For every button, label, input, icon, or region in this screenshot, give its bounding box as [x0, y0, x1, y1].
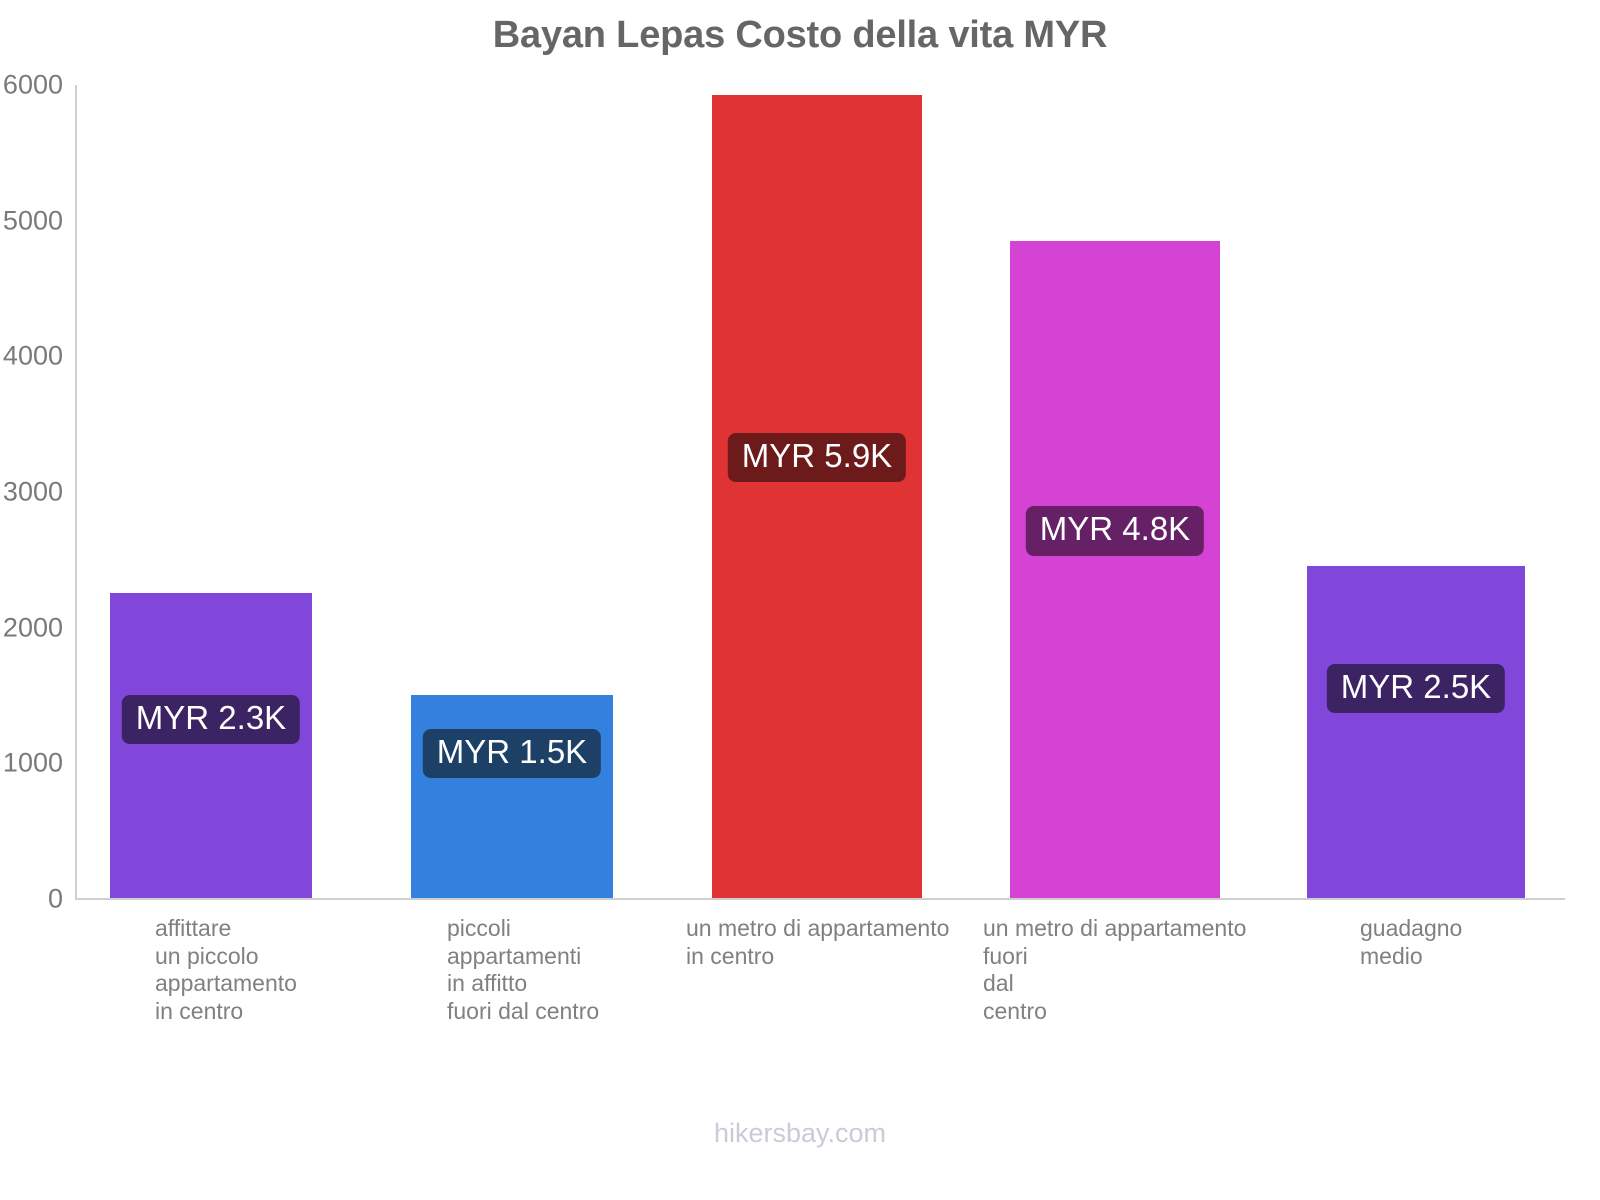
y-tick-1000: 1000 — [2, 747, 63, 778]
bar-affittare-un-piccolo-appartamento-in-centro[interactable]: MYR 2.3K — [110, 592, 312, 898]
bar-series: MYR 2.3K MYR 1.5K MYR 5.9K MYR 4.8K — [75, 85, 1565, 899]
bar-value-label-3: MYR 5.9K — [727, 432, 907, 483]
x-label-1: affittare un piccolo appartamento in cen… — [155, 915, 297, 1024]
bar-value-label-1: MYR 2.3K — [121, 694, 301, 745]
x-label-5: guadagno medio — [1360, 915, 1463, 969]
bar-group-3[interactable]: MYR 5.9K — [712, 84, 922, 898]
y-axis-line — [75, 85, 77, 899]
bar-value-label-5: MYR 2.5K — [1326, 663, 1506, 714]
plot-area: MYR 2.3K MYR 1.5K MYR 5.9K MYR 4.8K — [75, 85, 1565, 900]
y-axis-tick-labels: 6000 5000 4000 3000 2000 1000 0 — [0, 70, 63, 914]
bar-value-label-4: MYR 4.8K — [1025, 506, 1205, 557]
y-tick-3000: 3000 — [2, 476, 63, 507]
chart-title: Bayan Lepas Costo della vita MYR — [492, 14, 1108, 56]
bar-group-1[interactable]: MYR 2.3K — [110, 84, 312, 898]
x-axis-category-labels: affittare un piccolo appartamento in cen… — [75, 915, 1565, 1095]
bar-group-2[interactable]: MYR 1.5K — [411, 84, 613, 898]
bar-value-label-2: MYR 1.5K — [422, 728, 602, 779]
bar-un-metro-di-appartamento-fuori-dal-centro[interactable]: MYR 4.8K — [1010, 241, 1220, 898]
bar-un-metro-di-appartamento-in-centro[interactable]: MYR 5.9K — [712, 94, 922, 898]
x-label-4: un metro di appartamento fuori dal centr… — [983, 915, 1247, 1024]
y-tick-6000: 6000 — [2, 69, 63, 100]
source-watermark: hikersbay.com — [713, 1118, 887, 1148]
y-tick-4000: 4000 — [2, 340, 63, 371]
y-tick-5000: 5000 — [2, 205, 63, 236]
bar-guadagno-medio[interactable]: MYR 2.5K — [1307, 565, 1525, 898]
x-label-2: piccoli appartamenti in affitto fuori da… — [447, 915, 600, 1024]
bar-group-5[interactable]: MYR 2.5K — [1307, 84, 1525, 898]
x-axis-line — [75, 898, 1565, 900]
y-tick-2000: 2000 — [2, 612, 63, 643]
bar-group-4[interactable]: MYR 4.8K — [1010, 84, 1220, 898]
x-label-3: un metro di appartamento in centro — [686, 915, 950, 969]
y-tick-0: 0 — [47, 883, 63, 914]
bar-piccoli-appartamenti-in-affitto-fuori-dal-centro[interactable]: MYR 1.5K — [411, 694, 613, 898]
